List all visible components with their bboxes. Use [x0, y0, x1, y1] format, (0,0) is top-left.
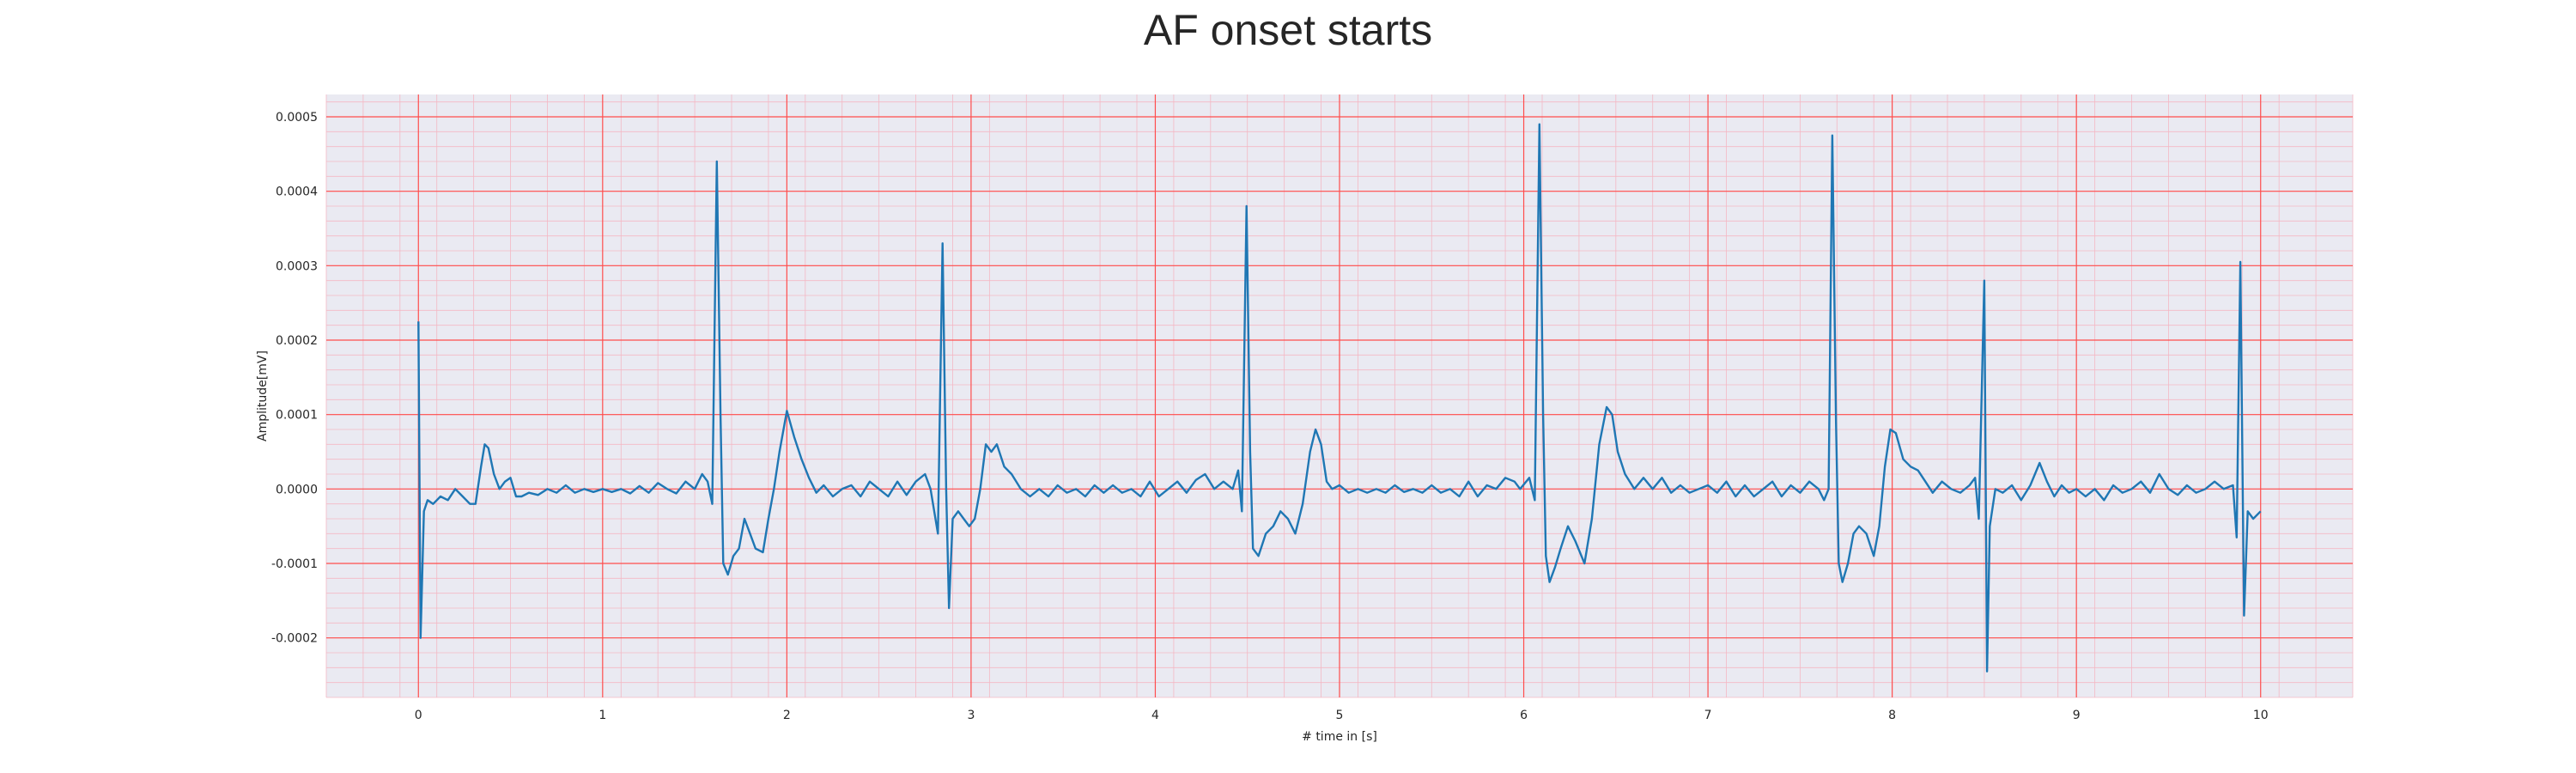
- x-tick-label: 10: [2253, 709, 2269, 722]
- x-tick-label: 9: [2073, 709, 2081, 722]
- series-line-ecg: [417, 123, 2262, 673]
- major-grid: [326, 94, 2353, 697]
- y-tick-label: -0.0001: [271, 557, 318, 571]
- x-axis-label: # time in [s]: [1302, 730, 1377, 744]
- x-tick-label: 6: [1520, 709, 1528, 722]
- x-tick-label: 7: [1704, 709, 1712, 722]
- y-tick-label: -0.0002: [271, 632, 318, 646]
- y-tick-label: 0.0001: [276, 409, 318, 423]
- chart-title: AF onset starts: [1143, 6, 1433, 54]
- x-tick-label: 5: [1336, 709, 1344, 722]
- y-axis-ticks: -0.0002 -0.0001 0.0000 0.0001 0.0002 0.0003 0.…: [271, 111, 318, 646]
- y-tick-label: 0.0003: [276, 259, 318, 273]
- y-tick-label: 0.0002: [276, 334, 318, 348]
- y-axis-label: Amplitude[mV]: [256, 350, 270, 441]
- x-tick-label: 8: [1888, 709, 1896, 722]
- y-tick-label: 0.0004: [276, 186, 318, 199]
- y-tick-label: 0.0005: [276, 111, 318, 125]
- x-tick-label: 4: [1151, 709, 1159, 722]
- x-tick-label: 1: [598, 709, 606, 722]
- x-tick-label: 3: [967, 709, 975, 722]
- y-tick-label: 0.0000: [276, 483, 318, 496]
- x-axis-ticks: 0 1 2 3 4 5 6 7 8 9 10: [415, 709, 2269, 722]
- x-tick-label: 2: [783, 709, 791, 722]
- x-tick-label: 0: [415, 709, 422, 722]
